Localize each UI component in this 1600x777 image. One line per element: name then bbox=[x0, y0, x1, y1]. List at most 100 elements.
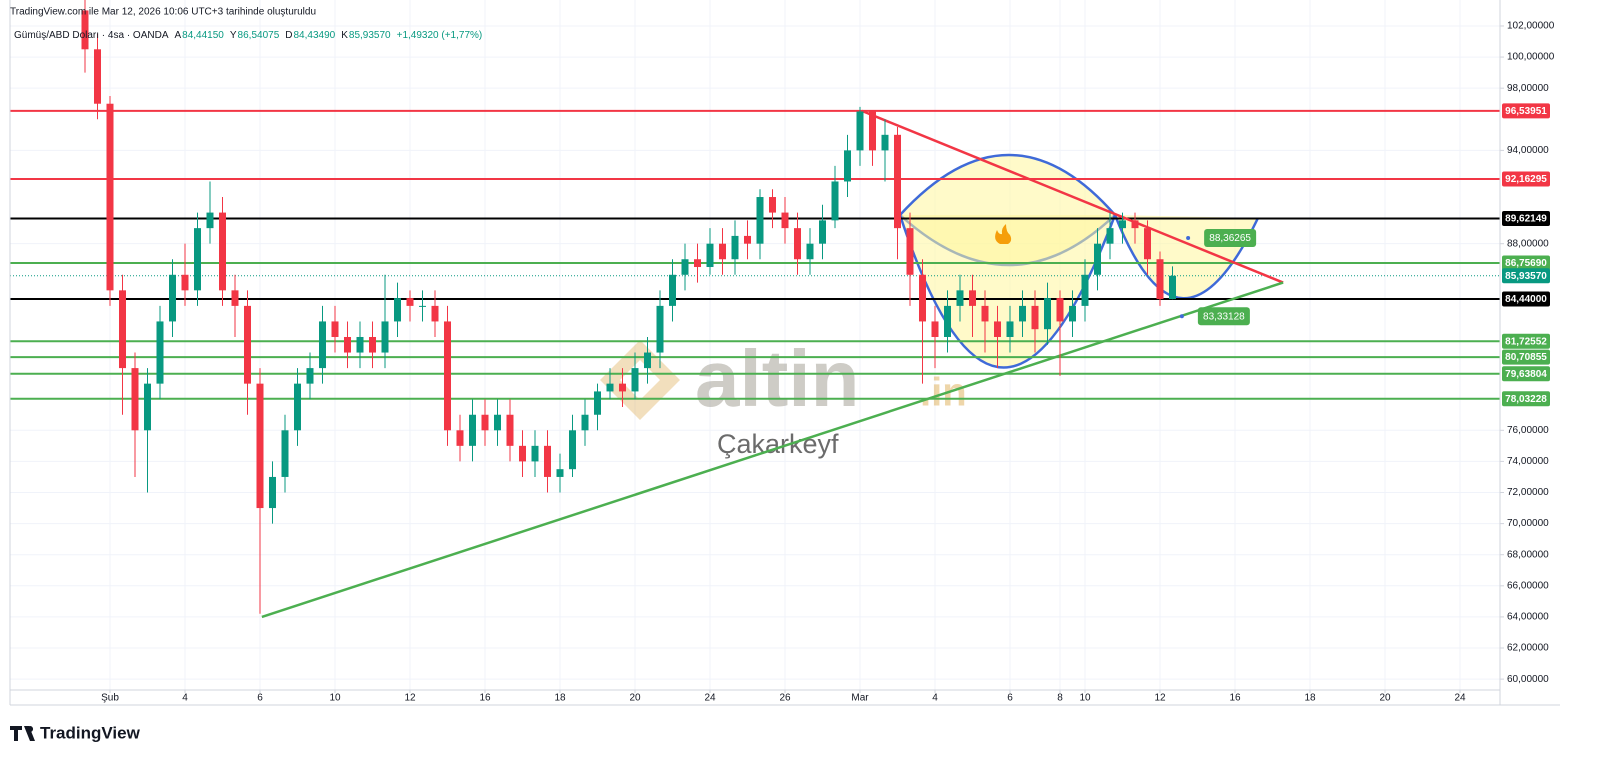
ohlc-part: Y bbox=[230, 30, 237, 41]
x-tick-label: 26 bbox=[779, 693, 791, 704]
callout-box bbox=[1204, 229, 1257, 248]
candle-body bbox=[1106, 228, 1114, 244]
candle-body bbox=[156, 321, 164, 384]
x-tick-label: 20 bbox=[629, 693, 641, 704]
candle-body bbox=[369, 336, 376, 353]
candle-body bbox=[556, 469, 564, 477]
candle-body bbox=[581, 414, 589, 431]
candle-body bbox=[531, 445, 539, 462]
callout-point bbox=[1179, 314, 1184, 319]
ohlc-part: 84,43490 bbox=[294, 30, 336, 41]
level-label: 96,53951 bbox=[1505, 106, 1547, 117]
candle-body bbox=[544, 445, 551, 477]
candle-body bbox=[819, 220, 826, 244]
level-label-box bbox=[1502, 210, 1550, 226]
candle-body bbox=[244, 305, 251, 384]
candle-body bbox=[106, 103, 114, 291]
candle-body bbox=[481, 414, 489, 431]
candle-body bbox=[269, 476, 276, 509]
candle-body bbox=[856, 111, 864, 151]
candle-body bbox=[1081, 274, 1089, 306]
y-tick-label: 70,00000 bbox=[1507, 518, 1549, 529]
candle-body bbox=[794, 228, 801, 260]
y-tick-label: 94,00000 bbox=[1507, 145, 1549, 156]
candle-body bbox=[919, 274, 926, 322]
candle-body bbox=[331, 321, 339, 337]
x-tick-label: 12 bbox=[1154, 693, 1166, 704]
candle-body bbox=[231, 290, 239, 306]
candle-body bbox=[656, 305, 664, 353]
candle-body bbox=[756, 197, 764, 244]
candle-body bbox=[1031, 305, 1039, 330]
candle-body bbox=[206, 212, 214, 229]
level-label-box bbox=[1502, 349, 1550, 365]
candle-body bbox=[681, 259, 689, 275]
level-label: 78,03228 bbox=[1505, 394, 1547, 405]
symbol-legend: Gümüş/ABD Doları · 4sa · OANDA A84,44150 Y… bbox=[14, 30, 482, 41]
candle-body bbox=[1169, 275, 1176, 300]
candle-body bbox=[219, 212, 226, 291]
marks-layer: 88,36265 83,33128 bbox=[10, 0, 1500, 619]
ohlc-part: D bbox=[285, 30, 292, 41]
candle-body bbox=[381, 321, 389, 353]
callout-box bbox=[1197, 307, 1250, 326]
brand-icon bbox=[10, 726, 35, 741]
x-tick-label: 16 bbox=[1229, 693, 1241, 704]
candle-body bbox=[769, 197, 776, 213]
candle-body bbox=[594, 391, 601, 415]
candle-body bbox=[281, 430, 289, 477]
candle-body bbox=[744, 235, 751, 244]
candle-body bbox=[956, 290, 964, 306]
ohlc-part: A bbox=[174, 30, 181, 41]
level-label: 84,44000 bbox=[1505, 294, 1547, 305]
candle-body bbox=[619, 383, 626, 392]
level-label-box bbox=[1502, 291, 1550, 307]
callout-label: 83,33128 bbox=[1203, 311, 1245, 322]
x-tick-label: Şub bbox=[101, 693, 119, 704]
candle-body bbox=[81, 10, 89, 50]
fire-icon bbox=[995, 224, 1012, 244]
candle-body bbox=[194, 228, 201, 291]
candle-body bbox=[869, 111, 876, 151]
candle-body bbox=[1069, 305, 1076, 322]
candle-body bbox=[944, 305, 951, 337]
y-tick-label: 64,00000 bbox=[1507, 612, 1549, 623]
candle-body bbox=[444, 321, 451, 431]
ohlc-part: +1,49320 (+1,77%) bbox=[397, 30, 483, 41]
candle-body bbox=[706, 243, 714, 268]
candle-body bbox=[1056, 298, 1064, 322]
ohlc-part: K bbox=[341, 30, 348, 41]
candle-body bbox=[306, 368, 314, 384]
x-tick-label: 16 bbox=[479, 693, 491, 704]
candle-body bbox=[694, 259, 701, 268]
x-tick-label: 6 bbox=[257, 693, 263, 704]
ohlc-part: 86,54075 bbox=[238, 30, 280, 41]
ohlc-part: 84,44150 bbox=[182, 30, 224, 41]
x-tick-label: 24 bbox=[704, 693, 716, 704]
y-tick-label: 100,00000 bbox=[1507, 52, 1555, 63]
y-tick-label: 98,00000 bbox=[1507, 83, 1549, 94]
candle-body bbox=[906, 228, 914, 275]
symbol: Gümüş/ABD Doları · 4sa · OANDA bbox=[14, 30, 169, 41]
candle-body bbox=[994, 321, 1001, 337]
y-tick-label: 72,00000 bbox=[1507, 487, 1549, 498]
brand-logo: TradingView bbox=[10, 723, 141, 742]
y-tick-label: 62,00000 bbox=[1507, 643, 1549, 654]
candle-body bbox=[981, 305, 989, 322]
y-tick-label: 76,00000 bbox=[1507, 425, 1549, 436]
callout-label: 88,36265 bbox=[1209, 233, 1251, 244]
candle-body bbox=[1119, 220, 1126, 229]
y-tick-label: 88,00000 bbox=[1507, 238, 1549, 249]
candle-body bbox=[131, 368, 139, 431]
x-tick-label: 24 bbox=[1454, 693, 1466, 704]
watermark-logo: altin bbox=[695, 334, 859, 423]
x-tick-label: 12 bbox=[404, 693, 416, 704]
trendline bbox=[861, 109, 1284, 284]
candle-body bbox=[169, 274, 176, 322]
x-tick-label: Mar bbox=[851, 693, 869, 704]
candle-body bbox=[394, 298, 401, 322]
candle-body bbox=[669, 274, 676, 306]
ohlc-part: 85,93570 bbox=[349, 30, 391, 41]
candle-body bbox=[569, 430, 576, 470]
candle-body bbox=[731, 235, 739, 260]
